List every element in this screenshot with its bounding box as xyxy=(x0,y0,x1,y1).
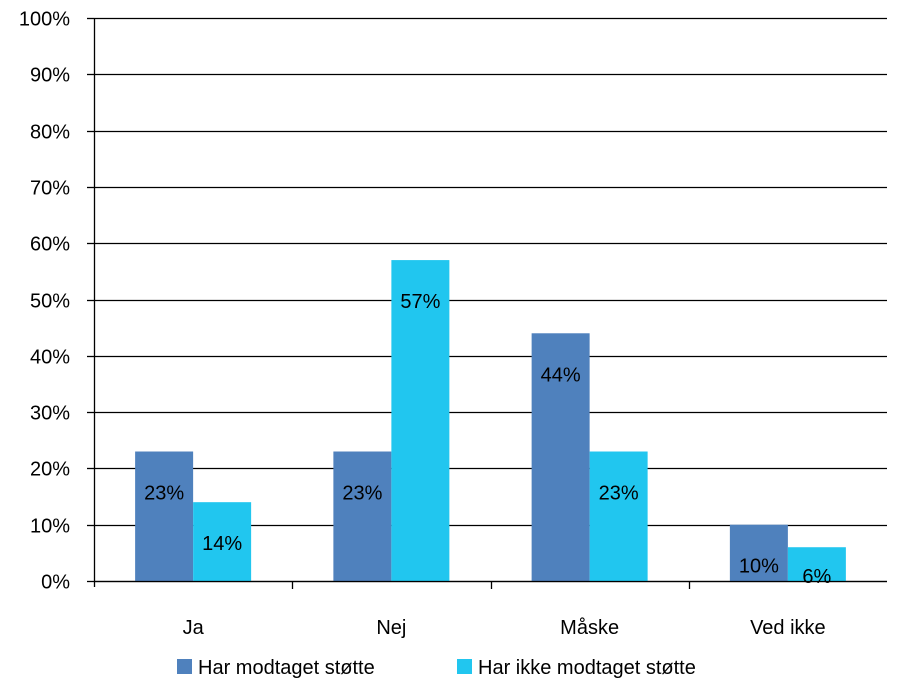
data-label: 44% xyxy=(541,364,581,386)
bar-not-received xyxy=(589,451,648,581)
bar-received xyxy=(729,524,788,581)
x-category-label: Ved ikke xyxy=(750,617,826,639)
legend-label: Har modtaget støtte xyxy=(198,657,375,679)
legend-label: Har ikke modtaget støtte xyxy=(478,657,696,679)
x-category-label: Nej xyxy=(376,617,406,639)
y-tick-label: 90% xyxy=(30,65,70,87)
bar-not-received xyxy=(391,260,450,581)
bar-not-received xyxy=(787,547,846,581)
x-category-label: Måske xyxy=(560,617,619,639)
data-label: 10% xyxy=(739,556,779,578)
y-tick-label: 10% xyxy=(30,516,70,538)
y-tick-label: 70% xyxy=(30,178,70,200)
bar-received xyxy=(531,333,590,581)
data-label: 23% xyxy=(599,483,639,505)
y-tick-label: 30% xyxy=(30,403,70,425)
x-category-label: Ja xyxy=(183,617,205,639)
data-label: 23% xyxy=(342,483,382,505)
legend-swatch xyxy=(457,659,472,674)
bars xyxy=(135,260,846,581)
y-tick-label: 0% xyxy=(41,572,70,594)
y-tick-label: 80% xyxy=(30,122,70,144)
axes: 0% 10% 20% 30% 40% 50% 60% 70% 80% 90% 100% Ja Nej Må… xyxy=(19,9,887,639)
data-labels: 23% 14% 23% 57% 44% 23% 10% 6% xyxy=(144,291,831,588)
bar-not-received xyxy=(193,502,252,581)
data-label: 57% xyxy=(400,291,440,313)
bar-received xyxy=(135,451,194,581)
data-label: 6% xyxy=(802,566,831,588)
data-label: 23% xyxy=(144,483,184,505)
y-tick-label: 40% xyxy=(30,347,70,369)
y-tick-label: 100% xyxy=(19,9,70,31)
legend: Har modtaget støtte Har ikke modtaget stø… xyxy=(177,657,696,679)
legend-swatch xyxy=(177,659,192,674)
y-tick-label: 50% xyxy=(30,291,70,313)
gridlines xyxy=(94,17,887,583)
y-tick-label: 60% xyxy=(30,234,70,256)
data-label: 14% xyxy=(202,533,242,555)
y-tick-label: 20% xyxy=(30,459,70,481)
bar-received xyxy=(333,451,392,581)
